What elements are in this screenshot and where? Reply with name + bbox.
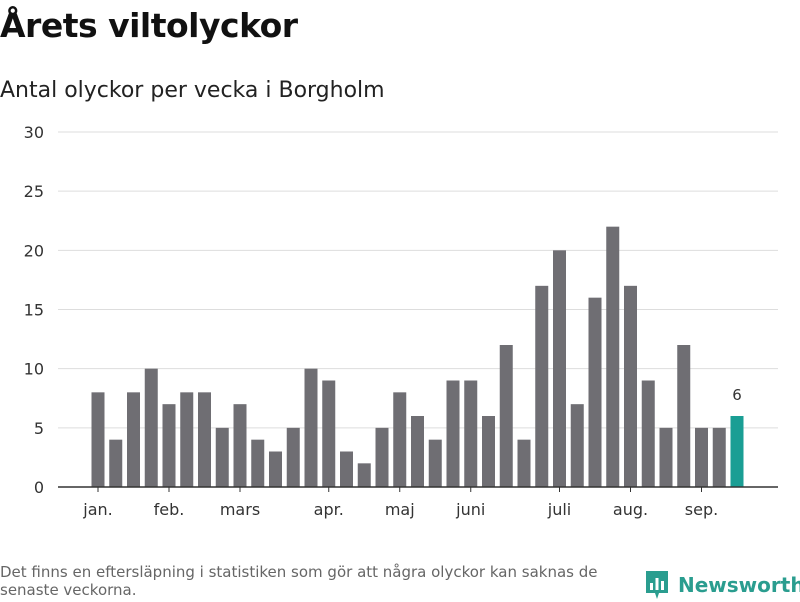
bar — [251, 439, 265, 487]
bar — [198, 392, 211, 487]
bar — [482, 416, 495, 487]
bar — [606, 226, 620, 487]
x-tick-label: sep. — [685, 500, 718, 519]
bar — [375, 427, 389, 487]
bar — [446, 380, 460, 487]
bar — [695, 427, 708, 487]
bar — [428, 439, 442, 487]
bar-highlight — [730, 416, 744, 487]
bar — [464, 380, 478, 487]
x-tick-label: juli — [547, 500, 571, 519]
x-tick-label: aug. — [613, 500, 648, 519]
bar — [91, 392, 105, 487]
bar — [712, 427, 726, 487]
bar — [677, 345, 691, 487]
x-tick-label: jan. — [82, 500, 112, 519]
bar — [411, 416, 424, 487]
bar — [641, 380, 655, 487]
bar — [286, 427, 300, 487]
bar — [393, 392, 407, 487]
y-tick-label: 0 — [34, 478, 44, 497]
x-tick-label: feb. — [154, 500, 185, 519]
bar — [233, 404, 247, 487]
bar — [162, 404, 176, 487]
x-tick-label: juni — [455, 500, 485, 519]
brand-name: Newsworthy — [678, 573, 800, 597]
bar — [215, 427, 229, 487]
y-axis: 0 5 10 15 20 25 30 — [24, 123, 44, 497]
x-tick-label: mars — [220, 500, 260, 519]
grid-lines — [58, 131, 778, 429]
bar — [304, 368, 318, 487]
bar — [357, 463, 371, 487]
last-value-label: 6 — [732, 386, 742, 404]
bar — [499, 345, 513, 487]
y-tick-label: 25 — [24, 182, 44, 201]
bar — [340, 451, 353, 487]
x-tick-label: apr. — [314, 500, 344, 519]
bar — [624, 285, 637, 487]
x-axis: jan. feb. mars apr. maj juni juli aug. sep. — [58, 486, 778, 519]
x-tick-label: maj — [385, 500, 415, 519]
bar — [570, 404, 584, 487]
newsworthy-logo-icon — [646, 571, 668, 599]
chart-title: Årets viltolyckor — [0, 6, 298, 45]
bar — [269, 451, 282, 487]
bar — [180, 392, 194, 487]
bar — [144, 368, 158, 487]
bar — [535, 285, 549, 487]
chart-subtitle: Antal olyckor per vecka i Borgholm — [0, 78, 385, 103]
bar — [517, 439, 531, 487]
bar — [109, 439, 123, 487]
brand[interactable]: Newsworthy — [644, 568, 800, 602]
footnote: Det finns en eftersläpning i statistiken… — [0, 563, 598, 599]
bar — [659, 427, 673, 487]
y-tick-label: 5 — [34, 419, 44, 438]
bar — [588, 297, 602, 487]
y-tick-label: 20 — [24, 241, 44, 260]
y-tick-label: 10 — [24, 360, 44, 379]
y-tick-label: 30 — [24, 123, 44, 142]
y-tick-label: 15 — [24, 301, 44, 320]
bars — [91, 226, 744, 487]
data-labels: 6 — [732, 386, 742, 404]
bar — [322, 380, 336, 487]
bar — [127, 392, 140, 487]
bar — [553, 250, 566, 487]
